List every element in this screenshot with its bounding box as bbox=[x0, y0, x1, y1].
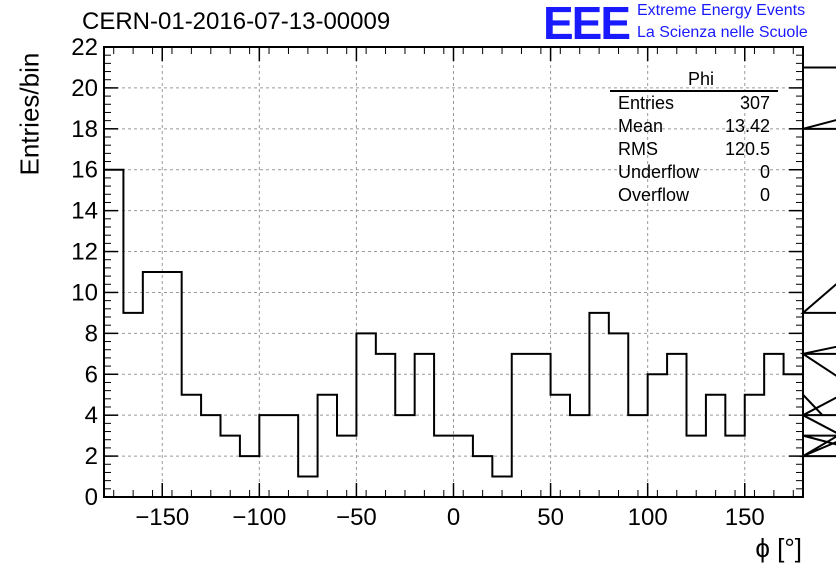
stats-value: 307 bbox=[739, 93, 770, 113]
stats-value: 120.5 bbox=[724, 139, 770, 159]
histogram-bin bbox=[648, 374, 667, 497]
x-tick-label: 0 bbox=[447, 504, 460, 531]
histogram-bin bbox=[745, 395, 764, 497]
stats-label: Underflow bbox=[618, 162, 700, 182]
axis-ticks bbox=[104, 46, 803, 498]
stats-value: 0 bbox=[759, 185, 770, 205]
histogram-bin bbox=[337, 436, 356, 497]
y-tick-label: 12 bbox=[71, 239, 98, 266]
histogram-bin bbox=[551, 395, 570, 497]
stats-row-mean: Mean 13.42 bbox=[610, 115, 778, 138]
stats-label: Mean bbox=[618, 116, 664, 136]
histogram-bin bbox=[123, 313, 142, 497]
x-tick-label: 50 bbox=[537, 504, 564, 531]
stats-label: RMS bbox=[618, 139, 658, 159]
x-axis-label: ϕ [°] bbox=[755, 533, 802, 563]
histogram-bin bbox=[531, 354, 550, 497]
histogram-bin bbox=[687, 436, 706, 497]
stats-label: Overflow bbox=[618, 185, 690, 205]
histogram-bin bbox=[764, 354, 783, 497]
histogram-bin bbox=[143, 272, 162, 497]
histogram-bin bbox=[434, 436, 453, 497]
histogram-bin bbox=[454, 436, 473, 497]
histogram-bin bbox=[201, 415, 220, 497]
x-tick-label: −100 bbox=[232, 504, 286, 531]
histogram-bin bbox=[784, 374, 803, 497]
histogram-bin bbox=[356, 333, 375, 497]
histogram-bin bbox=[667, 354, 686, 497]
stats-title: Phi bbox=[610, 68, 778, 92]
y-tick-label: 2 bbox=[85, 443, 98, 470]
stats-row-entries: Entries 307 bbox=[610, 92, 778, 115]
y-tick-label: 4 bbox=[85, 402, 98, 429]
histogram-bin bbox=[221, 436, 240, 497]
stats-value: 0 bbox=[759, 162, 770, 182]
x-tick-label: 100 bbox=[628, 504, 668, 531]
y-tick-label: 8 bbox=[85, 320, 98, 347]
y-tick-label: 22 bbox=[71, 34, 98, 61]
histogram-bin bbox=[609, 333, 628, 497]
plot-title: CERN-01-2016-07-13-00009 bbox=[82, 8, 391, 35]
stats-row-underflow: Underflow 0 bbox=[610, 161, 778, 184]
stats-row-rms: RMS 120.5 bbox=[610, 138, 778, 161]
histogram-bin bbox=[162, 272, 181, 497]
histogram-bin bbox=[318, 395, 337, 497]
tick-labels: 0 2 4 6 8 10 12 14 16 18 20 22 −150 −100 −50 0 50 100 150 bbox=[71, 34, 764, 531]
y-tick-label: 10 bbox=[71, 279, 98, 306]
y-axis-label: Entries/bin bbox=[14, 52, 45, 176]
x-tick-label: −50 bbox=[336, 504, 377, 531]
y-tick-label: 18 bbox=[71, 116, 98, 143]
histogram-bin bbox=[725, 436, 744, 497]
stats-row-overflow: Overflow 0 bbox=[610, 184, 778, 207]
y-tick-label: 14 bbox=[71, 198, 98, 225]
stats-value: 13.42 bbox=[724, 116, 770, 136]
histogram-step-line bbox=[103, 66, 836, 497]
histogram-bin bbox=[706, 395, 725, 497]
logo-line-2: La Scienza nelle Scuole bbox=[637, 24, 808, 41]
stats-label: Entries bbox=[618, 93, 675, 113]
plot-frame bbox=[103, 46, 804, 498]
y-tick-label: 20 bbox=[71, 75, 98, 102]
histogram-bin bbox=[589, 313, 608, 497]
eee-logo: EEE bbox=[543, 0, 631, 49]
histogram-bin bbox=[376, 354, 395, 497]
logo-line-1: Extreme Energy Events bbox=[637, 2, 806, 19]
histogram-bin bbox=[512, 354, 531, 497]
histogram-bin bbox=[279, 415, 298, 497]
histogram-bin bbox=[182, 395, 201, 497]
x-tick-label: 150 bbox=[725, 504, 765, 531]
y-tick-label: 6 bbox=[85, 361, 98, 388]
histogram-bin bbox=[415, 354, 434, 497]
x-tick-label: −150 bbox=[135, 504, 189, 531]
y-tick-label: 0 bbox=[85, 484, 98, 511]
stats-box: Phi Entries 307 Mean 13.42 RMS 120.5 Und… bbox=[610, 68, 778, 207]
y-tick-label: 16 bbox=[71, 157, 98, 184]
